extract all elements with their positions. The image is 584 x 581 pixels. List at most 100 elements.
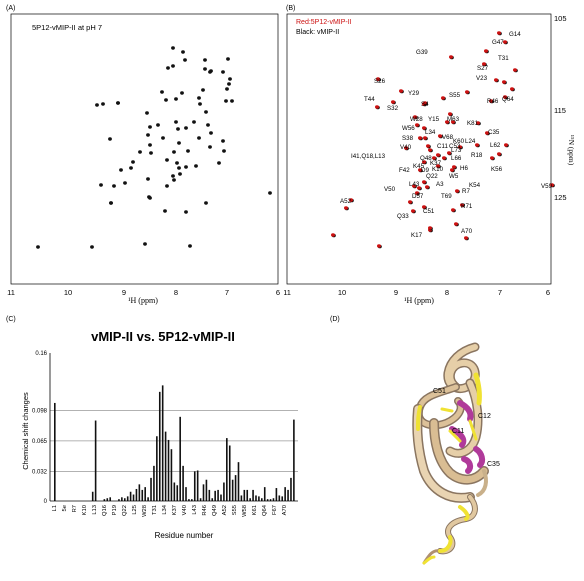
peak-label-42: K56 [491,166,503,173]
peak-b-red-15 [465,90,469,94]
peak-b-red-14 [489,99,493,103]
peak-label-39: D9 [421,167,429,174]
x-tick-11: L34 [162,504,168,514]
bar-26 [129,491,132,501]
peak-b-red-26 [438,134,442,138]
x-tick-6: P19 [112,505,118,515]
peak-label-34: K45 [413,163,425,170]
peak-label-10: Q64 [502,96,514,103]
peak-label-38: F42 [399,167,410,174]
peak-label-1: G47 [492,39,504,46]
peak-b-red-54 [344,206,348,210]
chart-axes [49,353,298,502]
label-c12: C12 [478,413,491,420]
peak-b-red-8 [482,62,486,66]
x-tick-15: R46 [202,505,208,516]
panel-b-spectrum: (B) Red:5P12-vMIP-II Black: vMIP-II G14G… [284,5,576,305]
peak-b-red-5 [503,40,507,44]
x-tick-8: L25 [132,505,138,515]
peak-a-57 [146,133,150,137]
panel-b-peak-labels: G14 G47 G39 T31 S27 V23 S26 Y29 S55 R46 Q64 T44 S32 S… [340,31,553,239]
panel-b-frame [286,13,552,285]
peak-a-69 [172,150,176,154]
peak-b-red-28 [423,136,427,140]
peak-label-50: D57 [412,193,424,200]
y-tick-2: 0.065 [32,439,48,445]
bar-33 [150,477,152,501]
peak-b-red-38 [452,165,456,169]
bar-51 [202,484,205,501]
peak-b-red-53 [422,205,426,209]
bar-53 [208,489,211,501]
x-tick-2: R7 [72,505,78,512]
panel-b-tag: (B) [286,5,295,12]
bar-19 [109,497,112,501]
peak-label-13: S4 [421,101,429,108]
bar-32 [147,497,149,501]
peak-label-27: C53 [449,143,461,150]
peak-label-29: I41,Q18,L13 [351,153,386,160]
peak-label-32: L66 [451,155,462,162]
peak-a-23 [203,67,207,71]
peak-a-70 [217,161,221,165]
bar-34 [153,465,155,501]
peak-label-11: T44 [364,96,375,103]
panel-a-tag: (A) [6,5,15,12]
peak-b-red-7 [449,55,453,59]
peak-b-red-62 [432,156,436,160]
peak-label-45: A3 [436,181,444,188]
peak-b-red-41 [422,160,426,164]
peak-a-41 [197,96,201,100]
peak-a-1 [90,245,94,249]
peak-a-48 [221,139,225,143]
peak-a-7 [116,101,120,105]
peak-b-red-34 [497,152,501,156]
peak-a-42 [174,120,178,124]
bar-64 [240,495,243,501]
peak-a-40 [198,102,202,106]
peak-label-5: V23 [476,75,488,82]
panel-b-legend-black: Black: vMIP-II [296,29,339,36]
peak-a-28 [221,70,225,74]
bar-14 [94,420,97,501]
peak-a-24 [203,58,207,62]
peak-b-red-39 [436,153,440,157]
a-xtick-8: 8 [174,288,178,297]
peak-b-red-22 [451,120,455,124]
peak-a-53 [175,161,179,165]
peak-label-23: K60 [453,138,465,145]
chart-x-ticks: L1 5e R7 K10 L13 Q16 P19 Q22 L25 W28 T31 L34 K37 V40 L… [52,504,288,517]
bar-60 [228,445,231,501]
x-tick-19: W58 [242,505,248,517]
peak-b-red-31 [476,121,480,125]
a-xtick-10: 10 [64,288,72,297]
peak-label-26: C11 [437,143,448,150]
peak-b-red-18 [441,96,445,100]
peak-label-2: G39 [416,49,428,56]
peak-b-red-57 [408,200,412,204]
peak-label-52: R71 [461,203,473,210]
peak-a-13 [109,201,113,205]
b-xtick-10: 10 [338,288,346,297]
peak-a-65 [204,201,208,205]
bar-30 [141,489,144,501]
y-tick-0: 0 [44,499,48,505]
b-xtick-6: 6 [546,288,550,297]
peak-a-43 [176,127,180,131]
peak-a-77 [197,136,201,140]
b-ytick-105: 105 [554,14,567,23]
peak-label-16: M63 [447,116,460,123]
peak-b-red-30 [458,145,462,149]
peak-label-22: V68 [442,134,454,141]
bar-59 [226,438,228,501]
x-tick-14: L43 [192,505,198,515]
peak-b-red-35 [490,156,494,160]
peak-b-red-64 [428,148,432,152]
peak-a-11 [123,181,127,185]
peak-b-red-36 [485,131,489,135]
x-tick-23: A70 [282,505,288,515]
peak-a-49 [222,149,226,153]
bar-36 [158,391,161,501]
peak-label-30: Q48 [420,155,432,162]
bar-77 [278,495,281,501]
